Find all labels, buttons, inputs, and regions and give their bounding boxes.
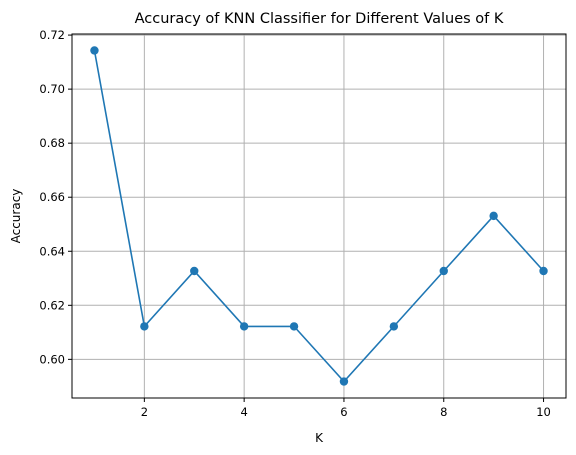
y-tick-label: 0.62 bbox=[39, 298, 65, 312]
data-series bbox=[90, 46, 548, 386]
y-tick-label: 0.72 bbox=[39, 28, 65, 42]
chart-title: Accuracy of KNN Classifier for Different… bbox=[135, 11, 504, 27]
data-point bbox=[489, 211, 498, 221]
data-point bbox=[539, 266, 548, 276]
data-point bbox=[190, 266, 199, 276]
data-point bbox=[90, 46, 99, 55]
y-tick-label: 0.64 bbox=[39, 244, 65, 258]
data-point bbox=[389, 322, 399, 331]
data-point bbox=[140, 322, 149, 331]
data-point bbox=[439, 266, 448, 276]
x-tick-label: 6 bbox=[340, 405, 347, 419]
data-point bbox=[239, 322, 249, 331]
data-point bbox=[289, 322, 299, 331]
x-axis-label: K bbox=[315, 431, 324, 445]
x-tick-label: 2 bbox=[141, 405, 148, 419]
y-axis-label: Accuracy bbox=[9, 189, 23, 244]
accuracy-line bbox=[93, 50, 545, 383]
y-tick-label: 0.66 bbox=[39, 190, 65, 204]
plot-frame bbox=[71, 33, 567, 399]
x-tick-label: 10 bbox=[536, 405, 551, 419]
y-tick-label: 0.60 bbox=[39, 352, 65, 366]
x-tick-label: 8 bbox=[440, 405, 447, 419]
grid bbox=[72, 34, 566, 398]
y-tick-label: 0.68 bbox=[39, 136, 65, 150]
y-tick-label: 0.70 bbox=[39, 82, 65, 96]
axis-ticks: 2 4 6 8 10 0.60 0.62 0.64 0.66 0.68 0.70 0.72 bbox=[39, 28, 550, 419]
x-tick-label: 4 bbox=[240, 405, 247, 419]
data-point bbox=[339, 377, 349, 386]
